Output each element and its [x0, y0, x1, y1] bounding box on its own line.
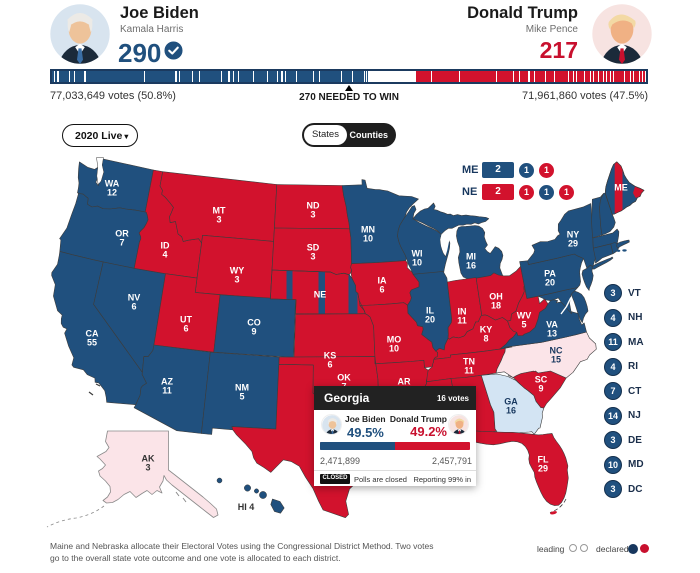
svg-text:OR: OR: [115, 228, 129, 238]
svg-text:GA: GA: [504, 396, 518, 406]
svg-text:10: 10: [412, 257, 422, 267]
svg-text:MT: MT: [213, 205, 226, 215]
svg-text:16: 16: [466, 260, 476, 270]
svg-text:3: 3: [310, 209, 315, 219]
svg-text:VA: VA: [546, 319, 558, 329]
svg-text:CA: CA: [86, 328, 99, 338]
svg-text:ID: ID: [161, 240, 171, 250]
svg-text:20: 20: [425, 314, 435, 324]
svg-text:ND: ND: [307, 200, 320, 210]
svg-text:20: 20: [545, 277, 555, 287]
svg-text:MN: MN: [361, 224, 375, 234]
svg-text:FL: FL: [538, 454, 549, 464]
svg-text:12: 12: [107, 187, 117, 197]
svg-text:WY: WY: [230, 265, 245, 275]
svg-text:10: 10: [363, 233, 373, 243]
svg-text:WV: WV: [517, 310, 532, 320]
svg-text:6: 6: [379, 284, 384, 294]
svg-text:8: 8: [483, 333, 488, 343]
svg-text:3: 3: [216, 214, 221, 224]
svg-text:7: 7: [119, 237, 124, 247]
svg-text:ME: ME: [614, 182, 628, 192]
svg-text:9: 9: [538, 383, 543, 393]
svg-text:13: 13: [547, 328, 557, 338]
svg-text:CO: CO: [247, 317, 261, 327]
svg-text:3: 3: [310, 251, 315, 261]
svg-text:16: 16: [506, 405, 516, 415]
svg-text:15: 15: [551, 354, 561, 364]
svg-text:WI: WI: [412, 248, 423, 258]
svg-text:5: 5: [521, 319, 526, 329]
svg-text:11: 11: [464, 365, 474, 375]
svg-text:WA: WA: [105, 178, 120, 188]
svg-text:MO: MO: [387, 334, 402, 344]
svg-text:IL: IL: [426, 305, 435, 315]
svg-text:KY: KY: [480, 324, 493, 334]
svg-text:HI 4: HI 4: [238, 502, 255, 512]
svg-text:29: 29: [568, 238, 578, 248]
svg-text:AR: AR: [398, 376, 411, 386]
svg-text:IA: IA: [378, 275, 388, 285]
svg-text:OK: OK: [337, 372, 351, 382]
svg-text:9: 9: [251, 326, 256, 336]
svg-text:NM: NM: [235, 382, 249, 392]
svg-text:NV: NV: [128, 292, 141, 302]
svg-text:PA: PA: [544, 268, 556, 278]
svg-text:AZ: AZ: [161, 376, 173, 386]
svg-text:KS: KS: [324, 350, 337, 360]
svg-text:SC: SC: [535, 374, 548, 384]
svg-text:55: 55: [87, 337, 97, 347]
svg-text:TN: TN: [463, 356, 475, 366]
svg-text:IN: IN: [458, 306, 467, 316]
svg-text:NC: NC: [550, 345, 563, 355]
svg-text:6: 6: [183, 323, 188, 333]
svg-text:NY: NY: [567, 229, 580, 239]
svg-text:SD: SD: [307, 242, 320, 252]
svg-text:5: 5: [239, 391, 244, 401]
svg-text:3: 3: [145, 462, 150, 472]
svg-text:18: 18: [491, 300, 501, 310]
svg-text:4: 4: [162, 249, 167, 259]
svg-text:OH: OH: [489, 291, 503, 301]
svg-text:6: 6: [327, 359, 332, 369]
svg-text:NE: NE: [314, 289, 327, 299]
svg-text:6: 6: [131, 301, 136, 311]
svg-text:11: 11: [162, 385, 172, 395]
svg-text:MI: MI: [466, 251, 476, 261]
svg-text:10: 10: [389, 343, 399, 353]
svg-text:UT: UT: [180, 314, 192, 324]
svg-text:29: 29: [538, 463, 548, 473]
svg-text:3: 3: [234, 274, 239, 284]
svg-text:11: 11: [457, 315, 467, 325]
svg-text:AK: AK: [142, 453, 155, 463]
